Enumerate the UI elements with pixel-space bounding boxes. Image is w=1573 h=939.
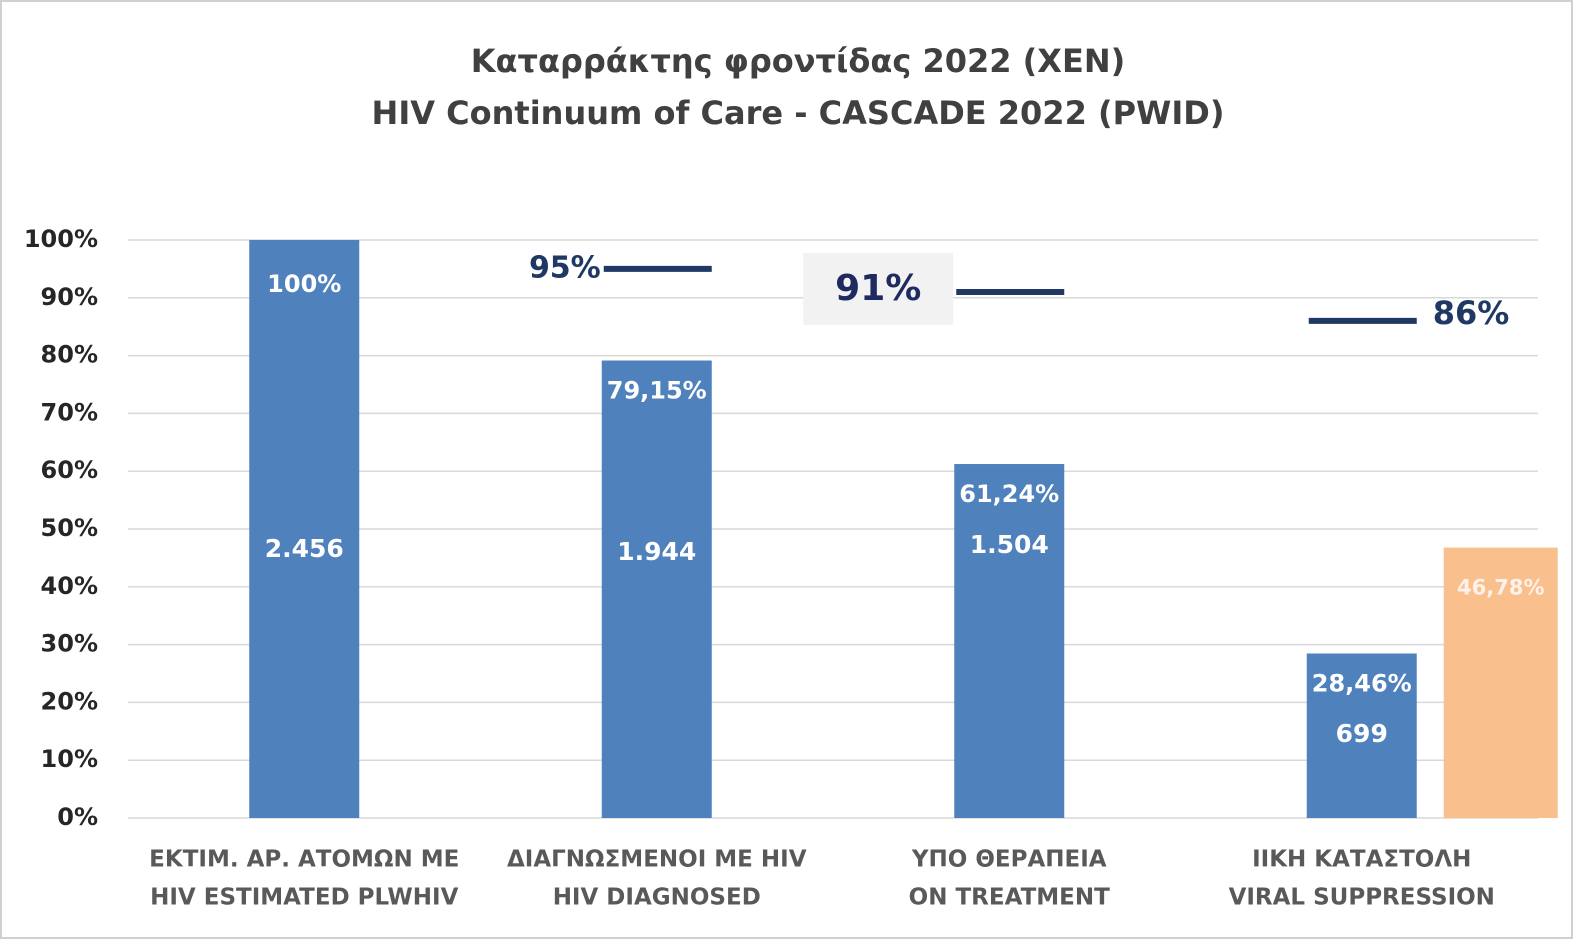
y-tick-label: 60%	[41, 456, 98, 484]
chart-title: Καταρράκτης φροντίδας 2022 (ΧΕΝ)	[471, 42, 1125, 80]
count-label: 1.504	[970, 530, 1049, 559]
x-tick-label: ΕΚΤΙΜ. ΑΡ. ΑΤΟΜΩΝ ΜΕ	[149, 847, 459, 873]
y-tick-label: 80%	[41, 341, 98, 369]
target-label: 95%	[529, 250, 601, 285]
x-tick-label: ΥΠΟ ΘΕΡΑΠΕΙΑ	[911, 847, 1107, 873]
count-label: 2.456	[265, 534, 344, 563]
y-tick-label: 70%	[41, 398, 98, 426]
chart-subtitle: HIV Continuum of Care - CASCADE 2022 (PW…	[372, 94, 1225, 132]
x-tick-label: ΔΙΑΓΝΩΣΜΕΝΟΙ ΜΕ HIV	[507, 847, 807, 873]
count-label: 699	[1336, 719, 1388, 748]
value-label: 79,15%	[607, 377, 707, 405]
bar	[1443, 547, 1558, 818]
target-label-box	[803, 253, 954, 326]
y-tick-label: 40%	[41, 572, 98, 600]
y-tick-label: 100%	[24, 225, 98, 253]
y-tick-label: 90%	[41, 283, 98, 311]
bar	[1306, 653, 1417, 818]
target-label: 86%	[1433, 294, 1510, 332]
value-label: 46,78%	[1457, 576, 1544, 600]
target-label: 91%	[835, 268, 921, 309]
value-label: 100%	[267, 270, 341, 298]
bar	[601, 360, 712, 818]
bar	[249, 240, 360, 818]
value-label: 61,24%	[959, 480, 1059, 508]
x-tick-label: VIRAL SUPPRESSION	[1229, 885, 1495, 911]
x-tick-label: ΙΙΚΗ ΚΑΤΑΣΤΟΛΗ	[1252, 847, 1471, 873]
bar	[954, 464, 1065, 818]
x-tick-label: HIV ESTIMATED PLWHIV	[150, 885, 458, 911]
y-tick-label: 0%	[57, 803, 98, 831]
value-label: 28,46%	[1312, 670, 1412, 698]
y-tick-label: 20%	[41, 687, 98, 715]
y-tick-label: 10%	[41, 745, 98, 773]
x-tick-label: HIV DIAGNOSED	[553, 885, 761, 911]
x-tick-label: ON TREATMENT	[909, 885, 1110, 911]
y-tick-label: 50%	[41, 514, 98, 542]
count-label: 1.944	[617, 537, 696, 566]
y-tick-label: 30%	[41, 630, 98, 658]
